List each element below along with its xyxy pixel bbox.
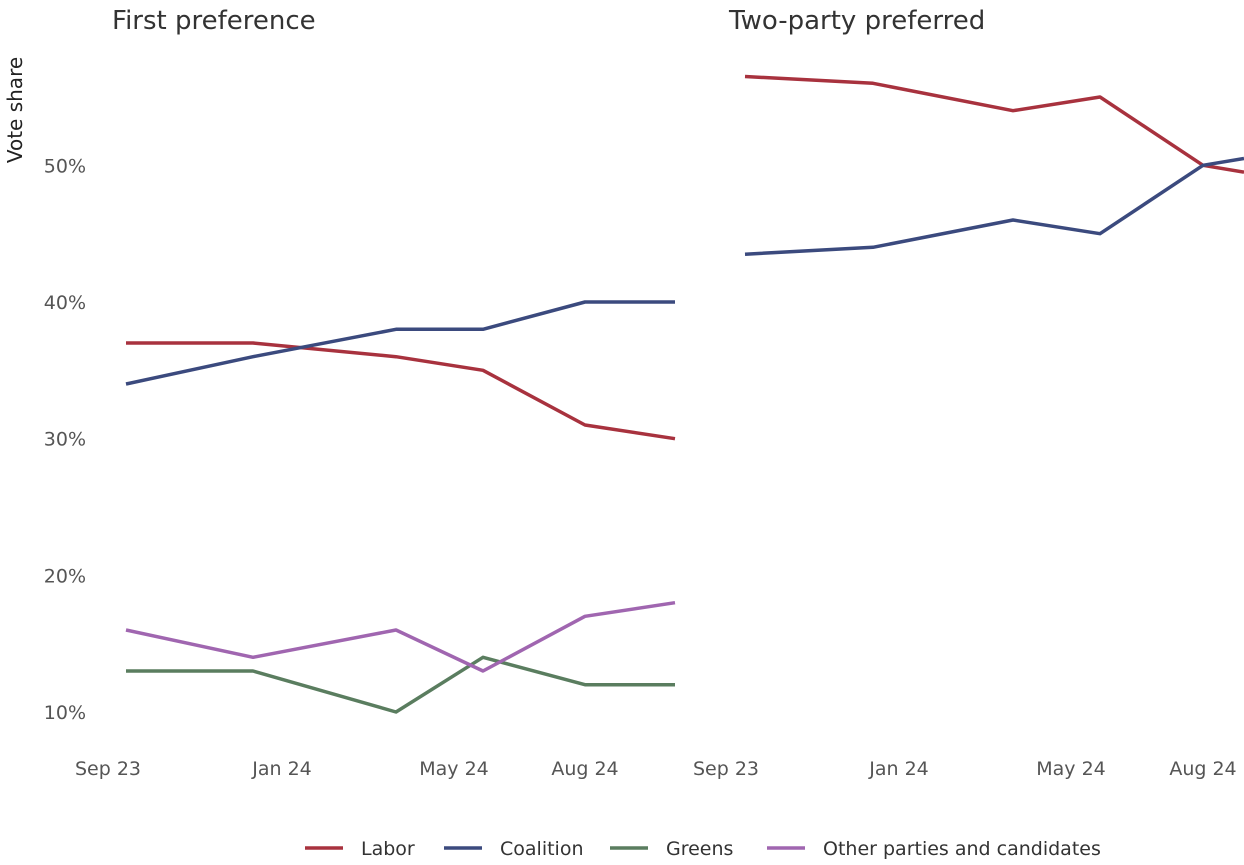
x-tick-label: Aug 24 — [1169, 758, 1236, 780]
x-tick-label: Jan 24 — [868, 758, 929, 780]
panel-title-two-party-preferred: Two-party preferred — [728, 6, 985, 36]
x-axis-ticks-first-preference: Sep 23 Jan 24 May 24 Aug 24 — [75, 758, 619, 780]
y-tick-label: 10% — [44, 702, 86, 724]
series-line-coalition — [744, 156, 1244, 256]
y-tick-label: 50% — [44, 155, 86, 177]
panel-title-first-preference: First preference — [112, 6, 316, 36]
x-tick-label: May 24 — [419, 758, 489, 780]
panel-two-party-preferred: Two-party preferred Sep 23 Jan 24 May 24 Au… — [693, 6, 1244, 780]
x-axis-ticks-two-party-preferred: Sep 23 Jan 24 May 24 Aug 24 — [693, 758, 1237, 780]
legend-label: Other parties and candidates — [823, 838, 1101, 860]
y-axis-label: Vote share — [3, 57, 27, 163]
series-line-labor — [744, 74, 1244, 174]
series-lines-first-preference — [125, 300, 676, 714]
legend: Labor Coalition Greens Other parties and ca… — [305, 838, 1101, 860]
x-tick-label: May 24 — [1036, 758, 1106, 780]
x-tick-label: Sep 23 — [75, 758, 141, 780]
legend-label: Greens — [666, 838, 733, 860]
legend-label: Labor — [361, 838, 415, 860]
y-axis-ticks: 10% 20% 30% 40% 50% — [44, 155, 86, 724]
y-tick-label: 20% — [44, 565, 86, 587]
panel-first-preference: First preference 10% 20% 30% 40% 50% Sep 23 J… — [44, 6, 676, 780]
legend-item: Coalition — [444, 838, 584, 860]
legend-item: Labor — [305, 838, 415, 860]
series-lines-two-party-preferred — [744, 74, 1244, 256]
y-tick-label: 30% — [44, 429, 86, 451]
x-tick-label: Jan 24 — [251, 758, 312, 780]
series-line-greens — [126, 655, 675, 714]
x-tick-label: Aug 24 — [551, 758, 618, 780]
series-line-coalition — [125, 300, 675, 386]
legend-label: Coalition — [500, 838, 584, 860]
y-tick-label: 40% — [44, 292, 86, 314]
series-line-labor — [126, 341, 676, 441]
x-tick-label: Sep 23 — [693, 758, 759, 780]
series-line-other-parties-and-candidates — [125, 600, 676, 673]
legend-item: Greens — [610, 838, 733, 860]
legend-item: Other parties and candidates — [767, 838, 1101, 860]
